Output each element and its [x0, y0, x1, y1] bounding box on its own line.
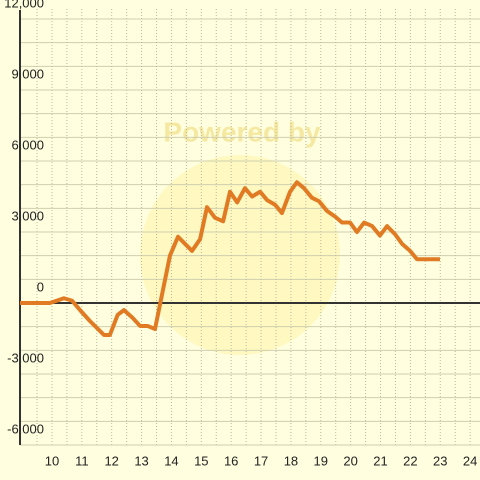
x-tick-label: 11 [75, 453, 89, 468]
y-tick-label: -6,000 [7, 421, 44, 436]
x-tick-label: 19 [314, 453, 328, 468]
x-tick-label: 23 [433, 453, 447, 468]
x-tick-label: 15 [194, 453, 208, 468]
x-tick-label: 20 [343, 453, 357, 468]
line-series [20, 180, 440, 337]
y-tick-label: -3,000 [7, 350, 44, 365]
x-tick-label: 10 [45, 453, 59, 468]
watermark-logo [140, 155, 340, 355]
watermark: Powered by [163, 116, 321, 147]
x-tick-label: 14 [164, 453, 178, 468]
x-tick-label: 24 [463, 453, 477, 468]
y-tick-label: 12,000 [4, 0, 44, 10]
y-tick-label: 6,000 [11, 137, 44, 152]
x-tick-label: 18 [284, 453, 298, 468]
x-tick-label: 17 [254, 453, 268, 468]
x-tick-label: 16 [224, 453, 238, 468]
y-tick-label: 3,000 [11, 208, 44, 223]
x-tick-label: 22 [403, 453, 417, 468]
x-tick-label: 13 [134, 453, 148, 468]
y-tick-label: 9,000 [11, 66, 44, 81]
x-tick-label: 21 [373, 453, 387, 468]
y-tick-label: 0 [37, 279, 44, 294]
x-tick-label: 12 [104, 453, 118, 468]
